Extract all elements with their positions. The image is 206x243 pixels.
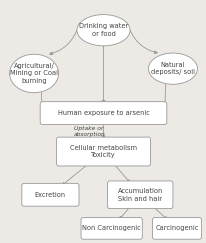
Text: Non Carcinogenic: Non Carcinogenic — [82, 226, 140, 231]
FancyBboxPatch shape — [22, 183, 79, 206]
Text: Drinking water
or food: Drinking water or food — [78, 24, 128, 37]
Ellipse shape — [77, 15, 129, 46]
Text: Carcinogenic: Carcinogenic — [154, 226, 198, 231]
Text: Human exposure to arsenic: Human exposure to arsenic — [57, 110, 149, 116]
FancyBboxPatch shape — [107, 181, 172, 208]
FancyBboxPatch shape — [81, 217, 142, 239]
Text: Accumulation
Skin and hair: Accumulation Skin and hair — [117, 188, 162, 201]
Text: Excretion: Excretion — [35, 192, 66, 198]
Text: Uptake or
absorption: Uptake or absorption — [74, 126, 105, 138]
Ellipse shape — [148, 53, 197, 84]
Ellipse shape — [9, 54, 58, 93]
FancyBboxPatch shape — [40, 102, 166, 124]
FancyBboxPatch shape — [56, 137, 150, 166]
Text: Natural
deposits/ soil: Natural deposits/ soil — [150, 62, 194, 75]
Text: Agricultural/
Mining or Coal
burning: Agricultural/ Mining or Coal burning — [10, 63, 58, 84]
Text: Cellular metabolism
Toxicity: Cellular metabolism Toxicity — [70, 145, 136, 158]
FancyBboxPatch shape — [152, 217, 201, 239]
